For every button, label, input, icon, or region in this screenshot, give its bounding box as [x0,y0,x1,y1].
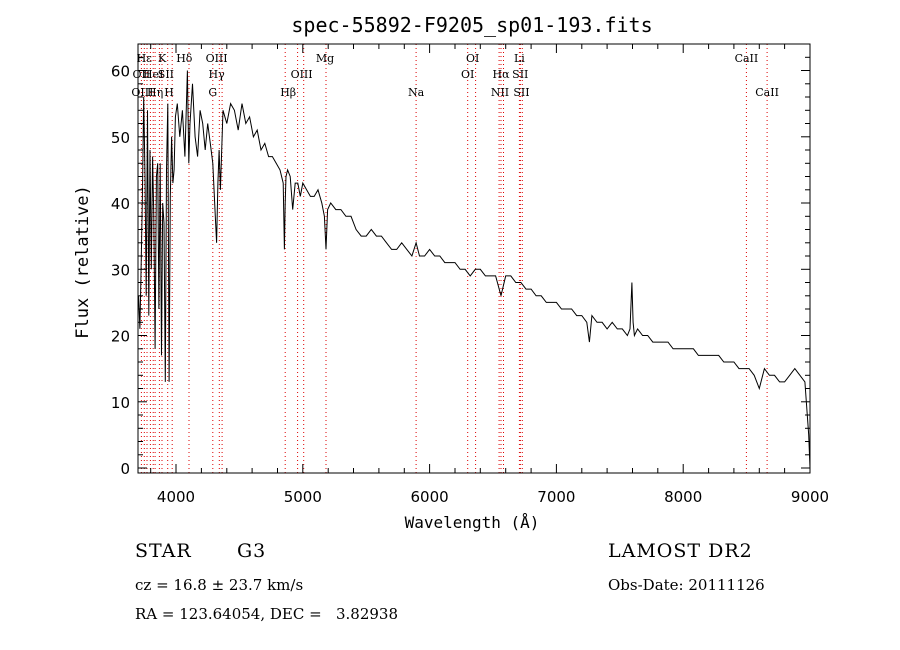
line-marker-label: OIII [131,86,153,99]
line-marker-label: OI [466,52,479,65]
x-tick-label: 5000 [284,488,322,506]
line-marker-label: Li [514,52,525,65]
y-tick-label: 40 [111,195,130,213]
velocity-readout: cz = 16.8 ± 23.7 km/s [135,576,304,594]
line-marker-label: OI [461,68,474,81]
line-marker-label: CaII [735,52,759,65]
emission-line-markers [140,44,768,473]
line-marker-label: Hε [137,52,153,65]
line-marker-label: OIII [291,68,313,81]
y-axis-label: Flux (relative) [73,185,93,339]
y-tick-label: 20 [111,328,130,346]
plot-frame [137,43,811,474]
object-class: STAR [135,540,192,562]
chart-title: spec-55892-F9205_sp01-193.fits [291,13,652,37]
spectral-subclass: G3 [237,540,267,562]
line-marker-label: OIII [206,52,228,65]
x-axis: 4000 5000 6000 7000 8000 9000 [150,44,829,506]
observation-date: Obs-Date: 20111126 [608,576,765,594]
line-marker-label: Mg [316,52,334,65]
x-axis-label: Wavelength (Å) [405,513,540,532]
line-marker-label: Hη [147,86,163,99]
y-tick-label: 0 [120,460,130,478]
x-tick-label: 8000 [664,488,702,506]
x-tick-label: 9000 [791,488,829,506]
survey-name: LAMOST DR2 [608,540,753,562]
line-marker-label: Hβ [280,86,296,99]
line-marker-label: K [158,52,167,65]
x-tick-label: 4000 [157,488,195,506]
y-axis: 0 10 20 30 40 50 60 [111,43,810,478]
line-marker-label: SII [513,86,529,99]
line-marker-label: H [164,86,174,99]
y-tick-label: 10 [111,394,130,412]
coordinates-readout: RA = 123.64054, DEC = 3.82938 [135,605,399,623]
y-tick-label: 30 [111,261,130,279]
line-marker-label: Hγ [209,68,226,81]
x-tick-label: 6000 [411,488,449,506]
line-marker-label: Na [408,86,425,99]
line-marker-label: SII [158,68,174,81]
line-marker-label: OII [133,68,151,81]
line-marker-label: CaII [755,86,779,99]
line-marker-label: HeI [143,68,163,81]
x-tick-label: 7000 [537,488,575,506]
y-tick-label: 60 [111,63,130,81]
line-marker-label: SII [512,68,528,81]
line-marker-label: G [208,86,217,99]
line-marker-label: Hα [492,68,510,81]
spectrum-line [138,70,811,469]
y-tick-label: 50 [111,129,130,147]
line-marker-label: Hδ [176,52,193,65]
line-marker-label: NII [491,86,509,99]
